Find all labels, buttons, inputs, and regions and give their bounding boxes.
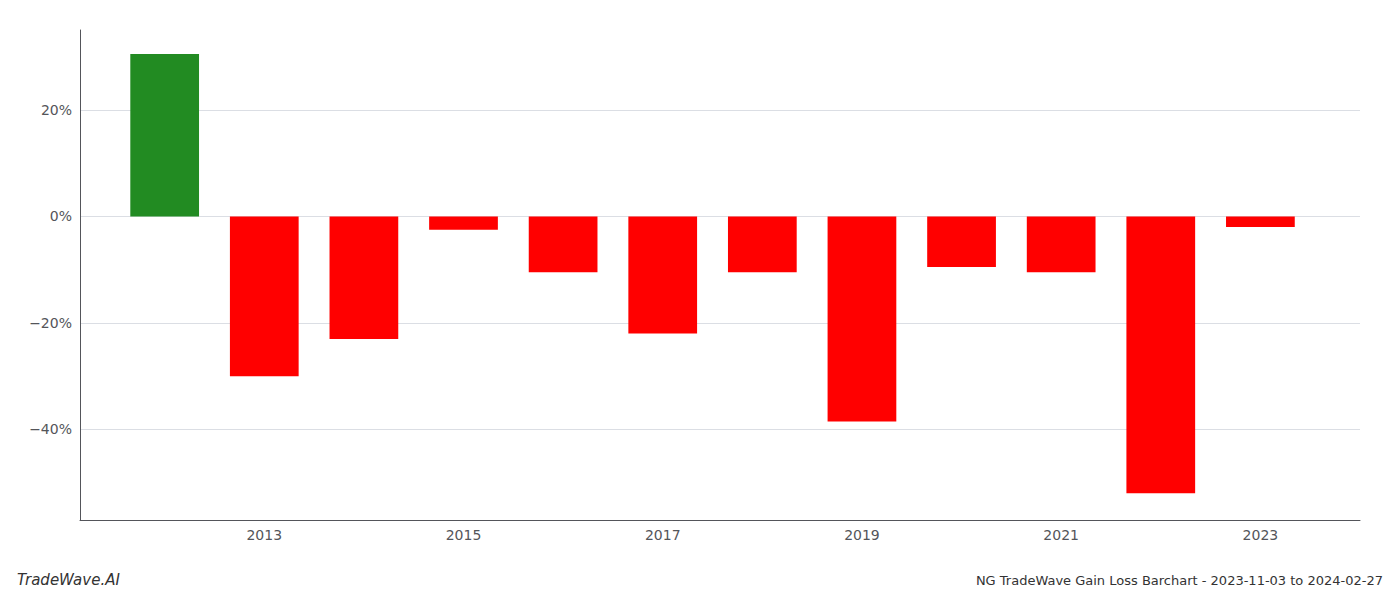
svg-text:2019: 2019	[844, 527, 880, 543]
svg-text:TradeWave.AI: TradeWave.AI	[17, 571, 120, 589]
svg-text:NG TradeWave Gain Loss Barchar: NG TradeWave Gain Loss Barchart - 2023-1…	[976, 573, 1383, 588]
svg-text:2015: 2015	[446, 527, 482, 543]
svg-text:2021: 2021	[1043, 527, 1079, 543]
svg-text:2023: 2023	[1243, 527, 1279, 543]
svg-text:2017: 2017	[645, 527, 681, 543]
svg-text:0%: 0%	[50, 208, 72, 224]
svg-text:−20%: −20%	[29, 315, 72, 331]
svg-text:2013: 2013	[246, 527, 282, 543]
svg-text:−40%: −40%	[29, 421, 72, 437]
svg-text:20%: 20%	[41, 102, 72, 118]
